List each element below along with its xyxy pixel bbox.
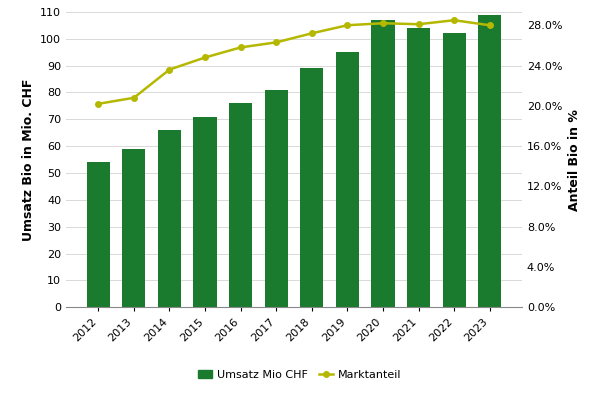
Bar xyxy=(87,162,110,307)
Bar xyxy=(122,149,145,307)
Bar xyxy=(158,130,181,307)
Bar xyxy=(193,117,217,307)
Y-axis label: Umsatz Bio in Mio. CHF: Umsatz Bio in Mio. CHF xyxy=(22,78,35,241)
Bar xyxy=(371,20,395,307)
Bar xyxy=(265,90,288,307)
Bar xyxy=(229,103,252,307)
Bar xyxy=(478,15,501,307)
Bar xyxy=(407,28,430,307)
Bar xyxy=(300,68,323,307)
Bar xyxy=(336,52,359,307)
Bar xyxy=(443,33,466,307)
Y-axis label: Anteil Bio in %: Anteil Bio in % xyxy=(568,109,581,210)
Legend: Umsatz Mio CHF, Marktanteil: Umsatz Mio CHF, Marktanteil xyxy=(194,366,406,385)
